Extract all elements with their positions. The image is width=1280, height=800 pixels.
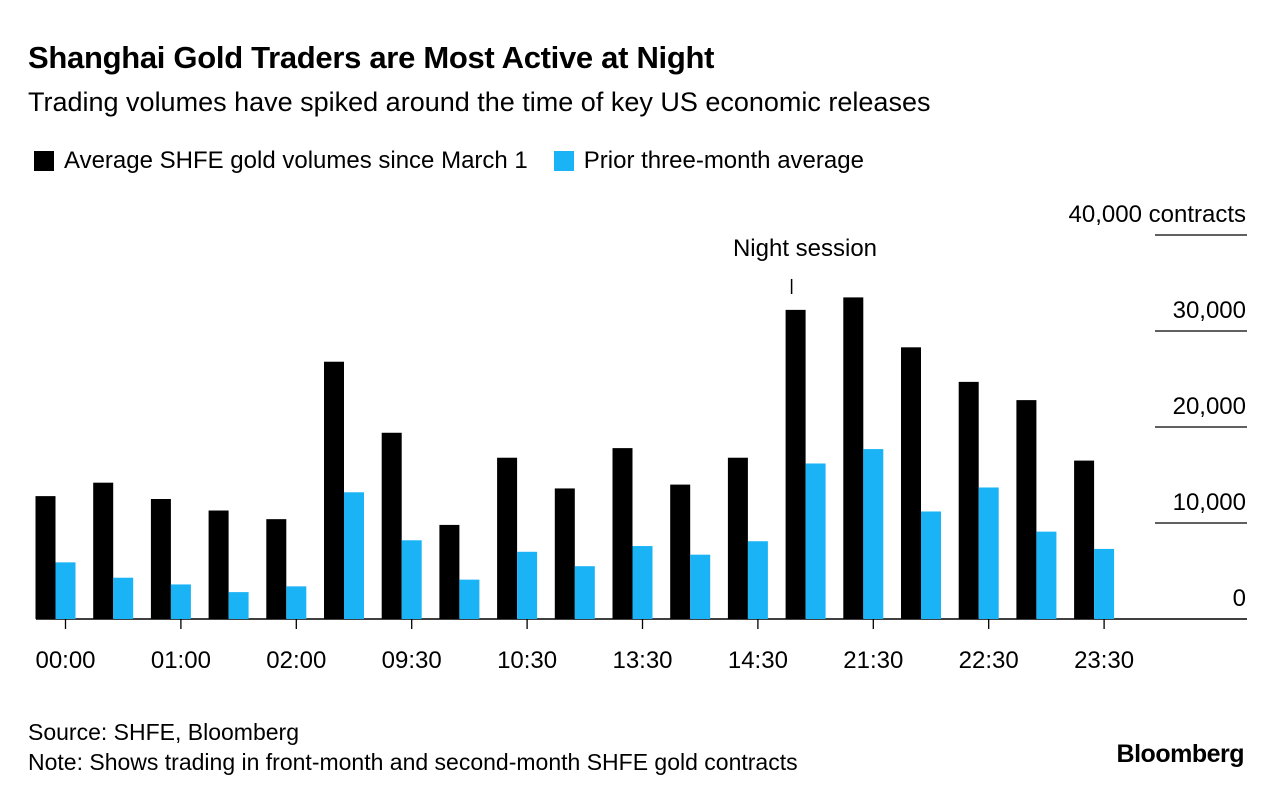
bar-series-2-2330 [1094,548,1115,619]
bar-series-2-1100 [574,566,595,619]
y-tick-label-2: 20,000 [1173,393,1246,420]
x-tick-label-9: 23:30 [1074,647,1134,674]
bar-series-1-0930 [381,432,402,619]
x-tick-label-5: 13:30 [612,647,672,674]
chart-footer: Source: SHFE, Bloomberg Note: Shows trad… [28,717,798,777]
bar-series-2-2300 [1036,531,1057,619]
footnote: Note: Shows trading in front-month and s… [28,749,798,775]
bar-series-2-0030 [113,577,134,619]
x-tick-label-4: 10:30 [497,647,557,674]
y-tick-label-0: 0 [1233,585,1246,612]
bar-series-2-0000 [55,562,76,619]
bar-series-1-1330 [612,448,633,619]
source-note: Source: SHFE, Bloomberg [28,719,300,745]
bar-series-2-0930 [401,540,422,619]
x-tick-label-6: 14:30 [728,647,788,674]
x-tick-label-8: 22:30 [959,647,1019,674]
bar-series-2-1000 [459,579,480,619]
bar-series-1-0000 [35,496,56,619]
legend-swatch-series-2 [553,151,574,171]
bar-series-1-2200 [901,347,921,619]
x-tick-label-2: 02:00 [266,647,326,674]
bar-series-1-0900 [324,361,344,619]
bar-series-1-0100 [150,499,171,619]
bar-series-2-2130 [863,449,884,619]
bar-series-2-0100 [170,584,191,619]
x-tick-label-0: 00:00 [35,647,95,674]
bar-series-1-2130 [843,297,864,619]
bar-series-2-0200 [286,586,307,619]
bar-series-1-2300 [1016,400,1037,619]
bar-series-1-1000 [439,524,460,619]
bar-chart: 0 10,000 20,000 30,000 40,000 contracts 00:00… [35,201,1247,674]
y-tick-label-3: 30,000 [1173,297,1246,324]
bar-series-1-2230 [958,381,979,619]
bar-series-2-1430 [747,541,768,619]
bar-series-1-0030 [93,482,114,619]
bar-series-1-1400 [670,484,691,619]
night-session-label: Night session [733,235,877,262]
chart-subtitle: Trading volumes have spiked around the t… [28,87,931,117]
bloomberg-logo: Bloomberg [1116,740,1245,768]
legend-label-series-1: Average SHFE gold volumes since March 1 [64,147,528,174]
bar-series-2-2200 [921,511,941,619]
y-tick-label-4: 40,000 contracts [1069,201,1246,228]
bar-series-1-1030 [497,457,518,619]
bar-series-1-0200 [266,519,287,619]
chart-title: Shanghai Gold Traders are Most Active at… [28,40,715,75]
legend-item-series-2: Prior three-month average [553,147,864,175]
bar-series-2-1030 [517,551,538,619]
x-tick-label-7: 21:30 [843,647,903,674]
legend-item-series-1: Average SHFE gold volumes since March 1 [34,147,528,175]
bar-series-1-2330 [1074,460,1095,619]
bar-series-1-2100 [785,309,806,619]
x-tick-label-3: 09:30 [382,647,442,674]
x-tick-label-1: 01:00 [151,647,211,674]
bar-series-1-0130 [208,510,229,619]
bar-series-2-0900 [344,492,364,619]
bar-series-1-1430 [727,457,748,619]
bar-series-2-2230 [978,487,999,619]
bar-series-2-1330 [632,546,653,619]
legend-swatch-series-1 [34,151,54,171]
y-tick-label-1: 10,000 [1173,489,1246,516]
legend-label-series-2: Prior three-month average [583,147,864,174]
bar-series-2-2100 [805,463,826,619]
bar-series-2-1400 [690,554,711,619]
bar-series-2-0130 [228,592,249,619]
bar-series-1-1100 [554,488,575,619]
chart-legend: Average SHFE gold volumes since March 1 … [34,147,890,175]
